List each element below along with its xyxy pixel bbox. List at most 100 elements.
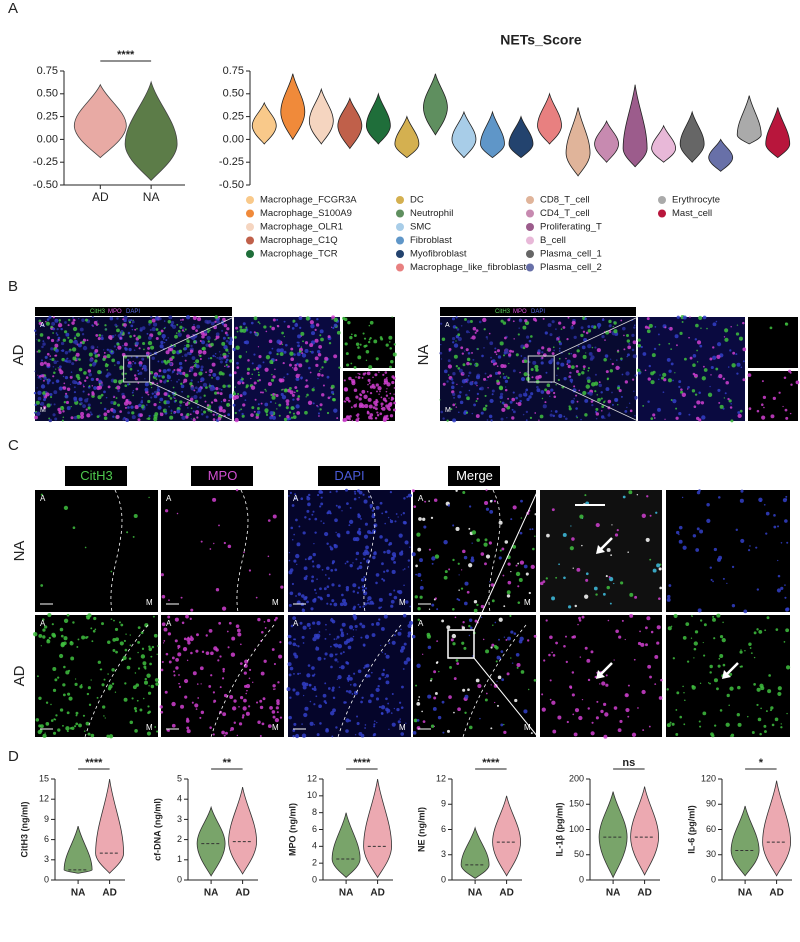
cell [133,685,137,689]
column-label: Merge [456,468,493,483]
cell [588,679,590,681]
cell [352,693,354,695]
cell [271,327,275,331]
cell [144,681,148,685]
cell [171,412,172,413]
cell [214,321,216,323]
cell [295,554,299,558]
cell [97,415,100,418]
cell [365,724,367,726]
cell [36,718,39,721]
cell [190,618,192,620]
cell [521,355,523,357]
y-tick-label: 1 [177,854,182,864]
cell [647,665,651,669]
cell [51,358,54,361]
cell [67,614,70,617]
cell [317,373,321,377]
cell [312,675,314,677]
stain-label: CitH3 [90,309,106,315]
cell [357,413,360,416]
cell [417,607,420,610]
cell [298,363,302,367]
cell [638,371,641,374]
column-label: CitH3 [80,468,113,483]
cell [544,388,547,391]
cell [492,393,494,395]
cell [315,364,318,367]
cell [89,358,93,362]
cell [63,339,66,342]
cell [320,597,323,600]
cell [364,338,366,340]
cell [184,638,187,641]
cell [495,622,497,624]
cell [117,325,118,326]
cell [484,562,487,565]
cell [336,417,338,419]
cell [132,697,134,699]
cell [290,568,294,572]
cell [709,683,711,685]
violin [599,792,627,878]
cell [80,412,84,416]
cell [367,602,369,604]
cell [763,396,766,399]
cell [256,597,258,599]
cell [246,690,248,692]
cell [359,402,363,406]
cell [775,718,779,722]
cell [161,573,164,576]
cell [34,371,35,372]
cell [315,592,316,593]
y-tick-label: 30 [706,849,716,859]
cell [127,383,129,385]
cell [122,318,124,320]
cell [101,622,104,625]
cell [627,356,628,357]
cell [258,372,260,374]
cell [760,708,762,710]
cell [456,365,458,367]
cell [552,352,555,355]
cell [255,333,258,336]
cell [226,358,229,361]
cell [362,625,366,629]
cell [473,403,476,406]
cell [194,703,198,707]
cell [620,320,622,322]
cell [213,543,214,544]
cell [237,629,241,633]
cell [132,361,133,362]
cell [646,616,650,620]
cell [606,674,608,676]
cell [119,621,121,623]
cell [499,521,503,525]
cell [294,386,297,389]
violin [125,82,177,180]
cell [321,393,324,396]
cell [220,360,223,363]
cell [147,394,149,396]
cell [178,683,180,685]
cell [771,414,775,418]
cell [329,342,331,344]
cell [237,331,239,333]
cell [69,339,73,343]
cell [702,711,706,715]
cell [617,529,619,531]
cell [486,554,490,558]
cell [108,335,112,339]
cell [295,519,298,522]
cell [219,388,221,390]
cell [499,618,503,622]
cell [503,354,505,356]
cell [273,318,276,321]
cell [261,631,264,634]
cell [580,334,583,337]
cell [216,357,218,359]
cell [221,342,225,346]
cell [59,319,61,321]
cell [513,411,515,413]
cell [448,364,452,368]
